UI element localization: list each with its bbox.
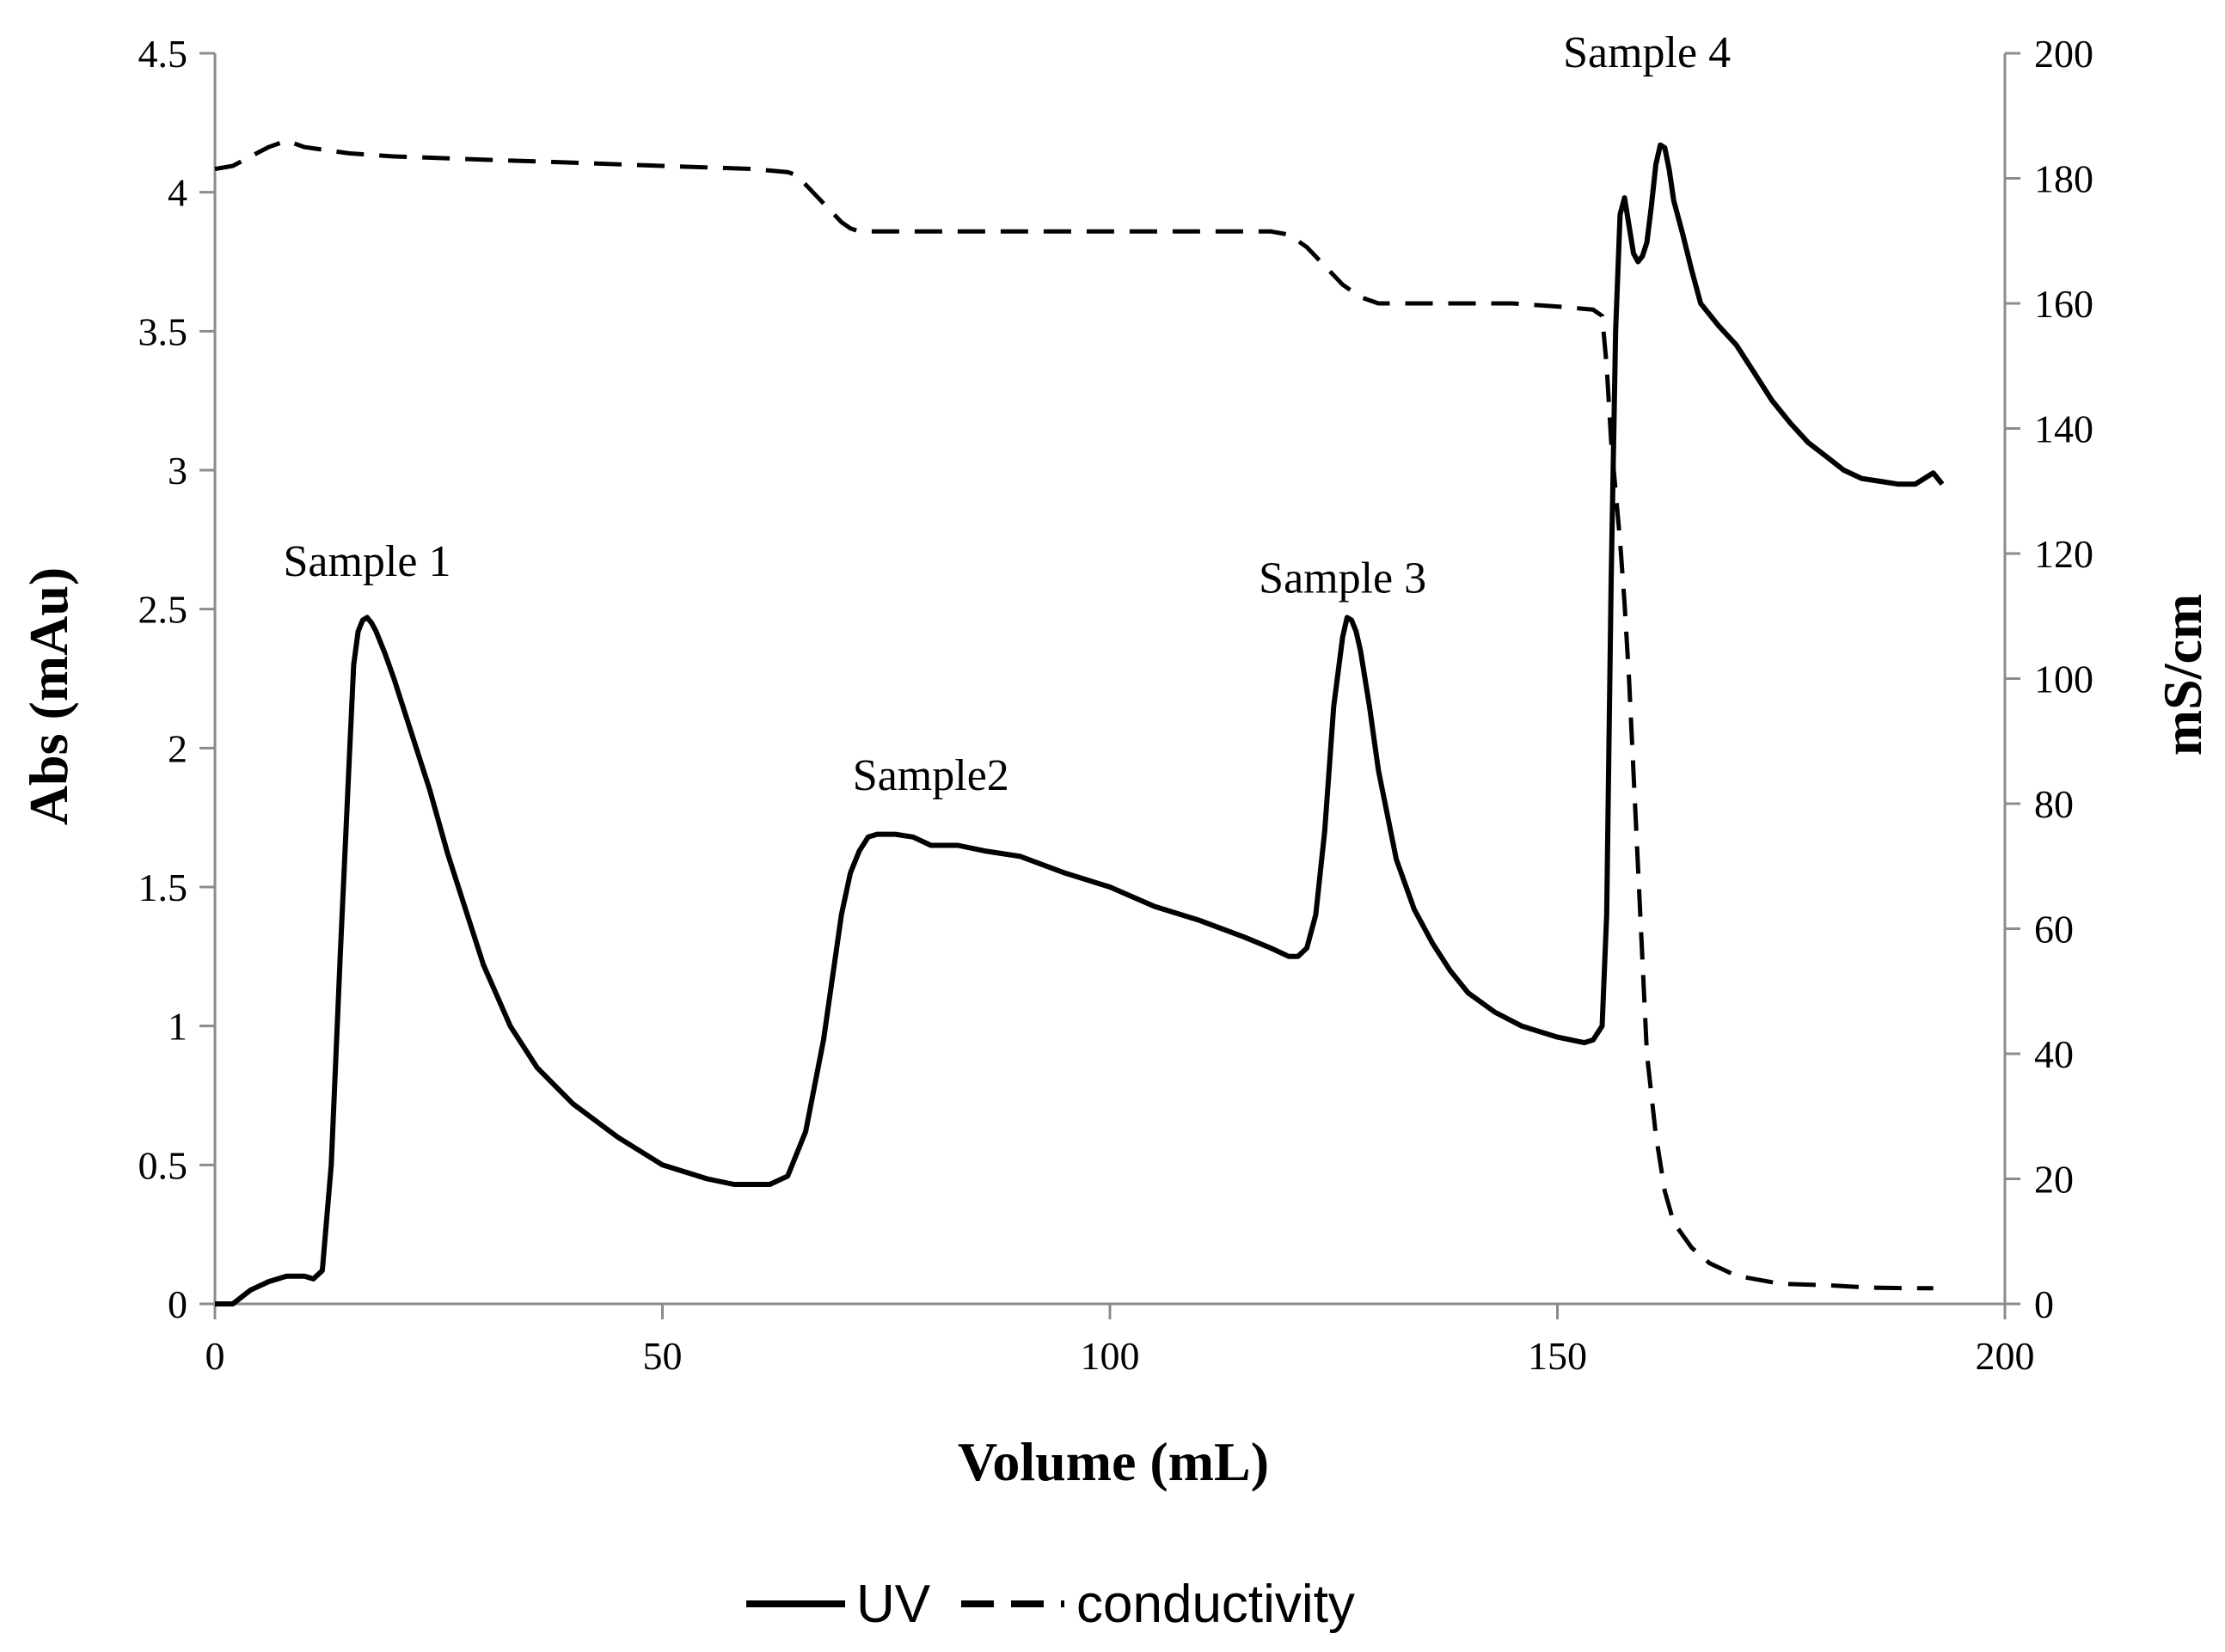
x-tick-label: 200 [1976,1334,2035,1378]
y-tick-label: 1.5 [138,866,188,909]
series-line-uv [215,142,1945,1306]
y-tick-label: 4.5 [138,32,188,76]
y2-tick-label: 160 [2034,282,2093,326]
x-axis-title: Volume (mL) [958,1431,1269,1492]
y2-tick-label: 120 [2034,532,2093,576]
y2-tick-label: 60 [2034,908,2074,951]
x-tick-label: 0 [205,1334,225,1378]
y-axis-title: Abs (mAu) [18,567,79,825]
y-tick-label: 3.5 [138,309,188,353]
ticks-layer: 0 0.5 1 1.5 2 2.5 3 3.5 4 4.5 0 20 40 60 80 100 120 140 16… [138,32,2094,1378]
y2-axis-title: mS/cm [2152,594,2213,756]
peak-annotation: Sample 1 [283,537,451,586]
y-tick-label: 2.5 [138,588,188,632]
legend-conductivity-label: conductivity [1076,1575,1355,1634]
y2-tick-label: 140 [2034,407,2093,451]
series-layer [214,138,1945,1306]
y2-tick-label: 80 [2034,782,2074,826]
peak-annotation: Sample2 [853,751,1009,800]
x-tick-label: 150 [1528,1334,1587,1378]
y2-tick-label: 20 [2034,1158,2074,1202]
y2-tick-label: 0 [2034,1282,2054,1326]
y-tick-label: 0.5 [138,1143,188,1187]
x-tick-label: 50 [643,1334,683,1378]
y-tick-label: 1 [168,1005,187,1049]
y-tick-label: 2 [168,726,187,770]
axes-layer [213,53,2007,1306]
legend: UV conductivity [746,1575,1355,1634]
y-tick-label: 4 [168,171,187,215]
y-tick-label: 3 [168,449,187,493]
y2-tick-label: 100 [2034,658,2093,701]
y2-tick-label: 200 [2034,32,2093,76]
series-line-conductivity [214,138,1934,1291]
x-tick-label: 100 [1081,1334,1140,1378]
y-tick-label: 0 [168,1282,187,1326]
peak-annotation: Sample 4 [1563,28,1731,77]
annotation-layer: Sample 1 Sample2 Sample 3 Sample 4 [283,28,1731,800]
y2-tick-label: 180 [2034,157,2093,201]
y2-tick-label: 40 [2034,1032,2074,1076]
legend-uv-label: UV [856,1575,931,1634]
peak-annotation: Sample 3 [1259,554,1426,603]
